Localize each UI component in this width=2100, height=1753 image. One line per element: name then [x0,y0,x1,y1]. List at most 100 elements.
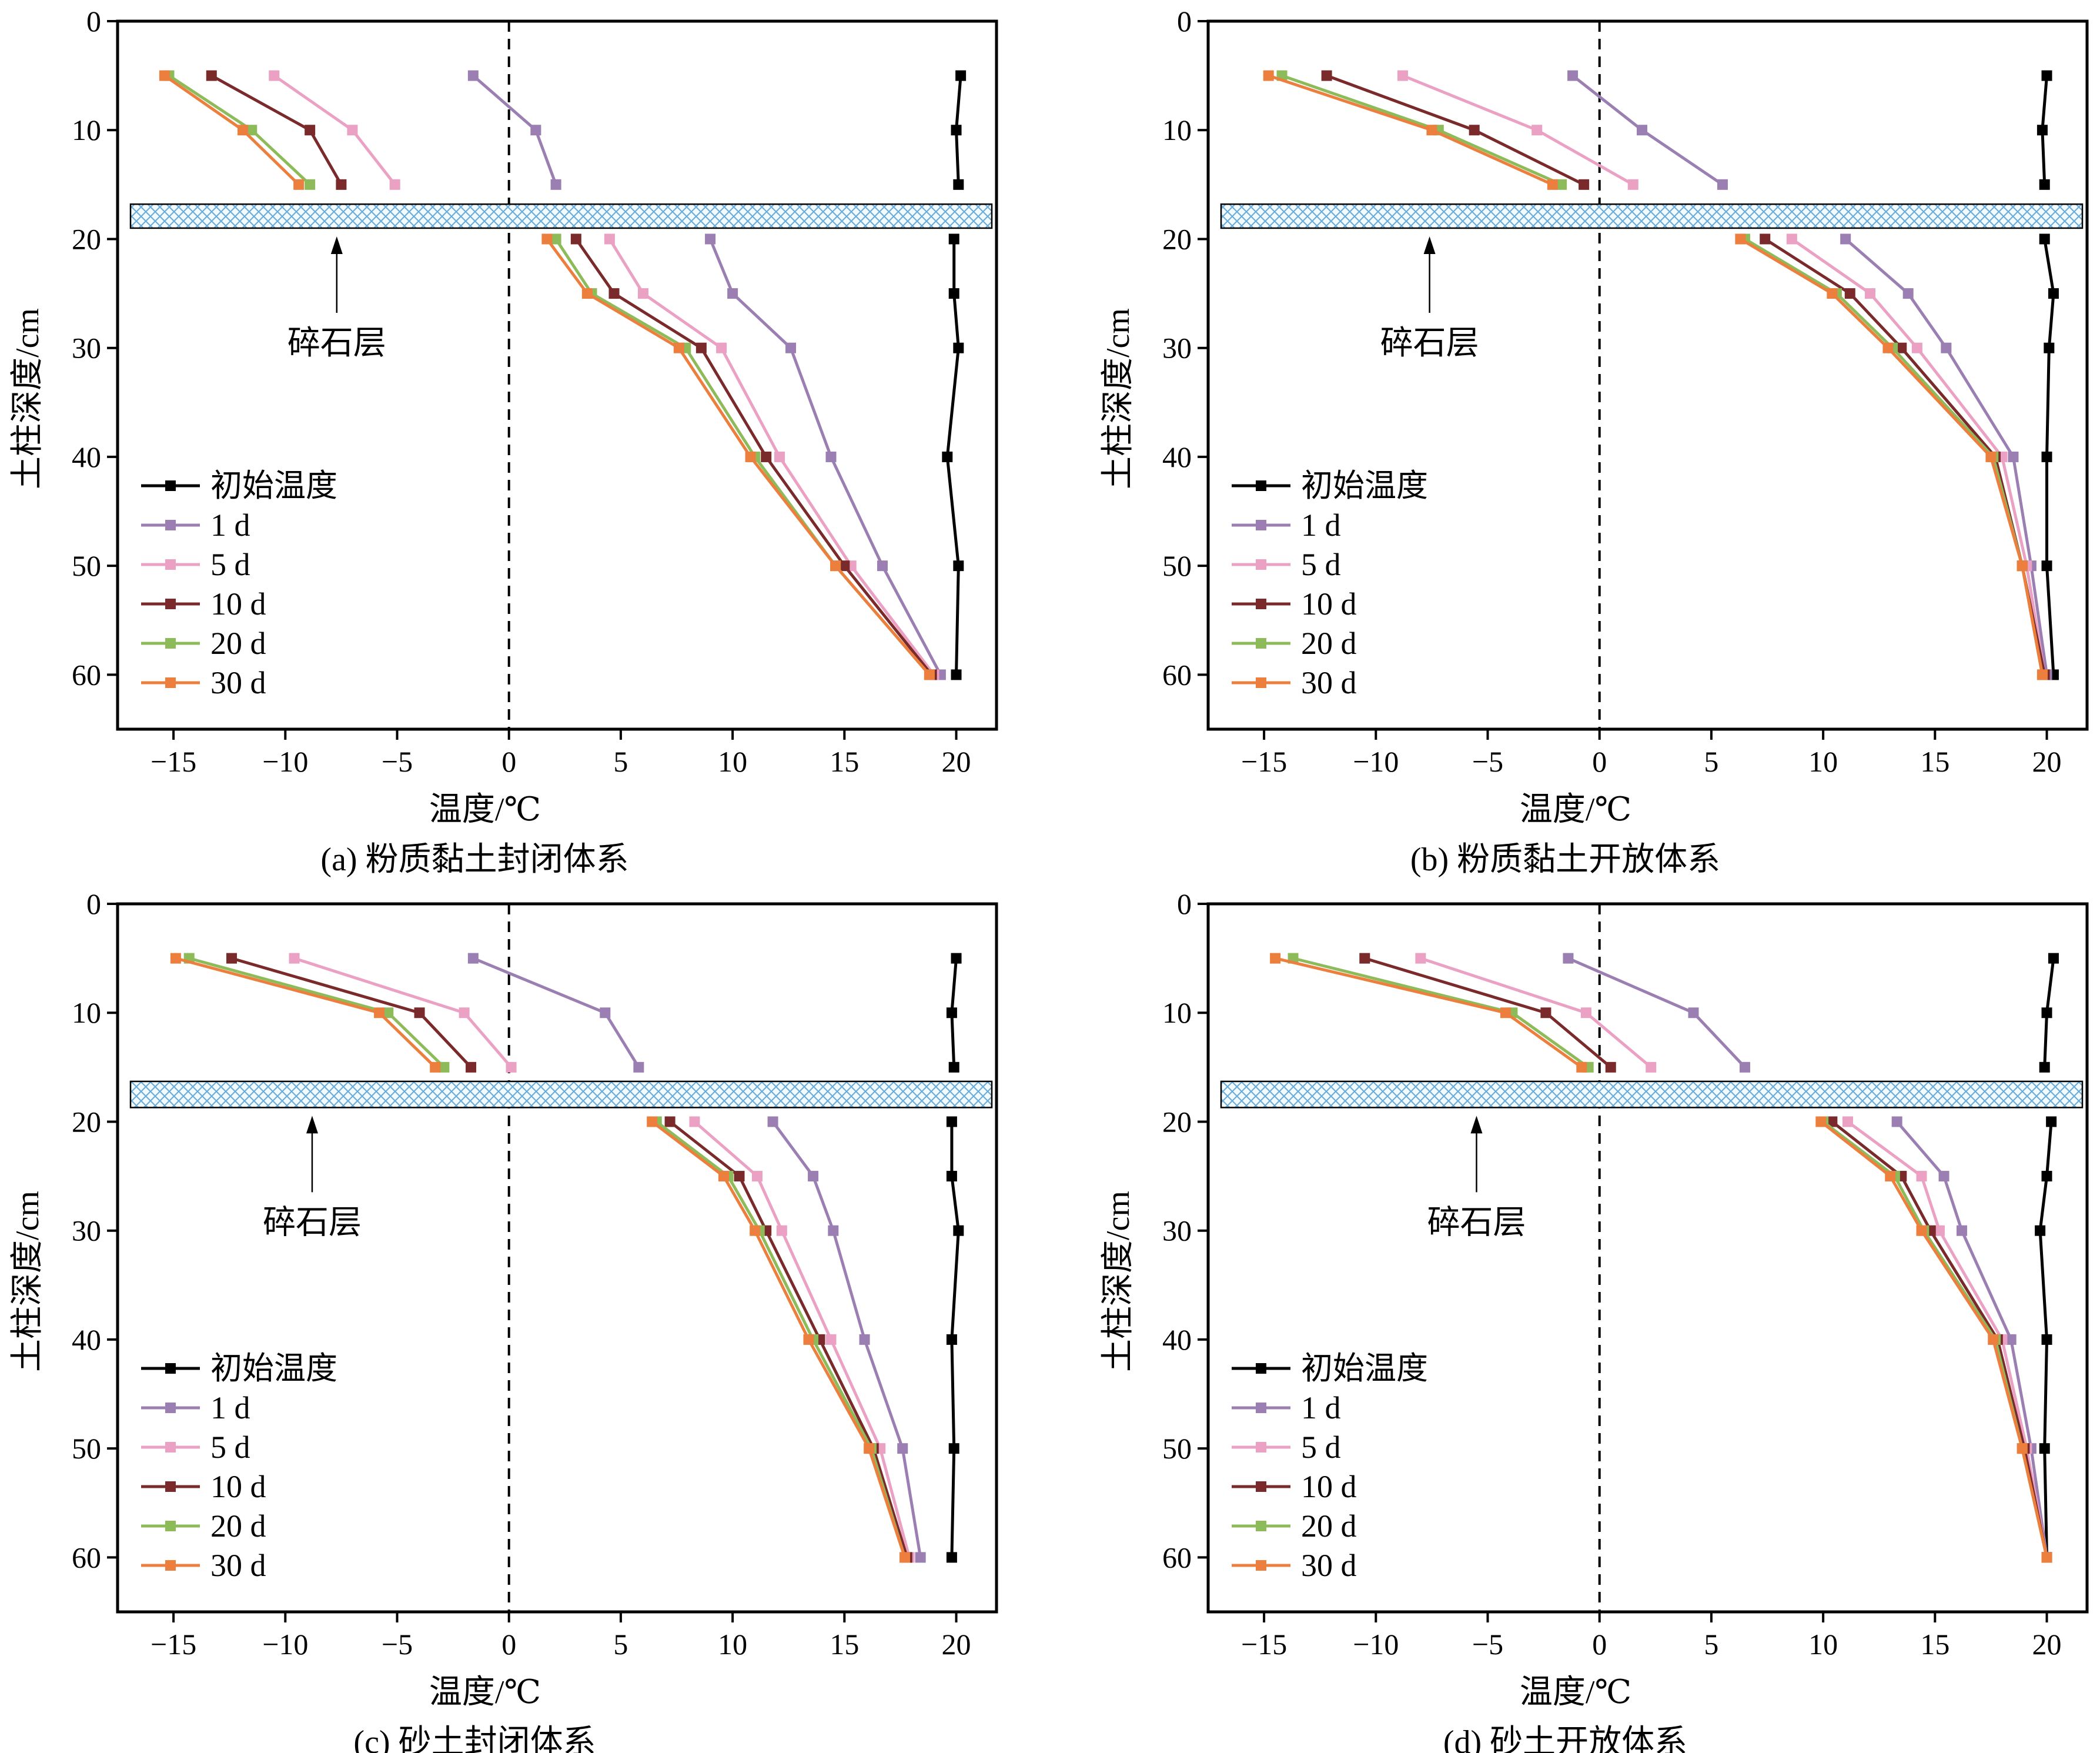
legend-label: 30 d [210,665,266,700]
plot-frame [116,902,998,1614]
x-tick-label: 5 [613,1628,628,1661]
data-point [1579,179,1590,190]
panel-caption: (a) 粉质黏土封闭体系 [320,842,628,878]
data-point [828,1225,839,1236]
data-point [2041,451,2052,462]
y-tick-label: 30 [72,332,101,365]
data-point [170,953,181,964]
y-tick-label: 10 [1162,113,1192,146]
data-point [414,1007,425,1019]
data-point [745,451,756,462]
y-tick-label: 20 [1162,1105,1192,1138]
legend-swatch-marker [165,1442,176,1453]
series-line-lower-30 d [1820,1120,2048,1558]
data-point [530,125,541,136]
series-line-upper-20 d [189,957,446,1069]
legend-label: 10 d [210,586,266,622]
y-tick-label: 20 [72,222,101,255]
x-axis-title: 温度/℃ [429,1674,541,1711]
y-tick-label: 50 [72,549,101,582]
y-tick-label: 60 [72,658,101,691]
data-point [550,179,561,190]
legend-label: 初始温度 [1301,468,1428,503]
y-axis-title: 土柱深度/cm [9,308,46,489]
legend-swatch-marker [165,559,176,570]
y-tick-label: 0 [1177,887,1192,920]
x-tick-label: 0 [1592,745,1607,778]
series-line-lower-1 d [1844,238,2049,675]
panel-4: 碎石层 −15 −10 −5 0 5 10 15 20 0 10 20 30 40 50 60 温度/℃ 土柱深度… [1100,887,2089,1753]
data-point [389,179,400,190]
series-line-lower-30 d [651,1120,907,1558]
data-point [953,179,964,190]
data-point [1840,233,1851,245]
data-point [550,233,561,245]
gravel-arrowhead [1470,1116,1483,1134]
y-tick-label: 20 [1162,222,1192,255]
data-point [1956,1225,1967,1236]
gravel-label: 碎石层 [1380,325,1479,362]
data-point [695,342,707,353]
plot-frame [1206,902,2089,1614]
data-point [2041,560,2052,572]
data-point [808,1171,819,1182]
legend-label: 30 d [210,1548,266,1583]
legend-swatch-marker [1256,677,1266,688]
legend-label: 1 d [1301,1390,1341,1425]
data-point [673,342,684,353]
data-point [2048,953,2059,964]
legend-label: 20 d [1301,1508,1357,1544]
x-tick-label: −15 [1241,745,1287,778]
data-point [664,1116,676,1127]
legend-swatch-marker [165,599,176,609]
data-point [1567,70,1579,81]
x-tick-label: 20 [2032,745,2062,778]
data-point [946,1552,957,1563]
data-point [305,179,316,190]
data-point [374,1007,385,1019]
legend-swatch-marker [1256,1560,1266,1571]
panel-caption: (b) 粉质黏土开放体系 [1410,842,1720,878]
data-point [637,288,648,299]
data-point [727,288,738,299]
series-line-lower-10 d [1831,1120,2048,1558]
series-line-lower-10 d [669,1120,909,1558]
legend-label: 10 d [1301,1469,1357,1504]
data-point [581,288,593,299]
x-tick-label: −15 [151,1628,196,1661]
data-point [899,1552,911,1563]
data-point [953,560,964,572]
data-point [439,1061,450,1073]
y-tick-label: 30 [1162,332,1192,365]
series-line-lower-30 d [1740,238,2044,675]
data-point [1739,1061,1750,1073]
data-point [2008,451,2019,462]
x-tick-label: −10 [1353,1628,1399,1661]
data-point [774,451,785,462]
legend-swatch-marker [1256,599,1266,609]
series-line-lower-初始温度 [2043,239,2055,675]
data-point [951,125,962,136]
data-point [785,342,797,353]
data-point [246,125,258,136]
x-tick-label: −15 [1241,1628,1287,1661]
data-point [1321,70,1332,81]
data-point [604,233,615,245]
gravel-arrowhead [1423,236,1436,254]
data-point [1911,342,1922,353]
data-point [1786,233,1797,245]
y-tick-label: 60 [1162,658,1192,691]
data-point [830,560,841,572]
y-axis-title: 土柱深度/cm [1100,308,1136,489]
y-tick-label: 50 [72,1432,101,1465]
y-tick-label: 10 [1162,996,1192,1029]
data-point [946,1334,957,1345]
x-tick-label: 10 [1808,745,1838,778]
x-tick-label: 0 [501,745,516,778]
y-tick-label: 40 [72,440,101,473]
y-tick-label: 40 [1162,440,1192,473]
legend-swatch-marker [1256,559,1266,570]
data-point [1827,1116,1838,1127]
legend-swatch-marker [165,1481,176,1492]
panel-caption: (d) 砂土开放体系 [1443,1724,1687,1753]
